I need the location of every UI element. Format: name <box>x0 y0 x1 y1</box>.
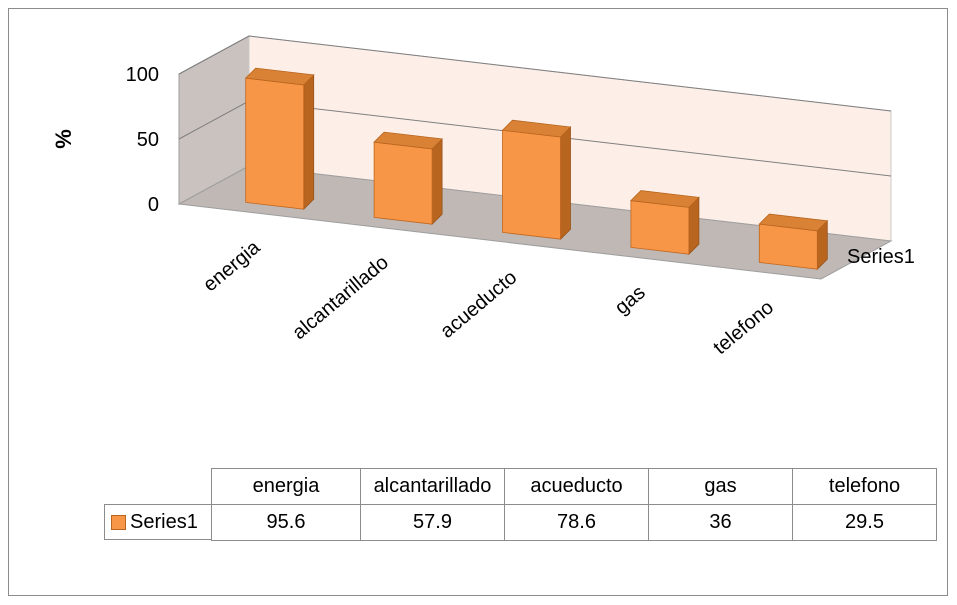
table-header-telefono: telefono <box>792 468 937 505</box>
table-cell-gas: 36 <box>648 504 793 541</box>
3d-bar-chart: 0 50 100% Series1 energia alcantarillado acued… <box>51 35 915 359</box>
x-tick-label: telefono <box>709 296 778 359</box>
x-tick-label: energia <box>199 236 265 296</box>
bar-acueducto <box>502 129 561 240</box>
table-legend-cell: Series1 <box>104 504 211 540</box>
table-series-label: Series1 <box>130 510 198 533</box>
bar-side-acueducto <box>560 126 571 241</box>
depth-axis-label: Series1 <box>847 246 915 268</box>
table-row: 95.6 57.9 78.6 36 29.5 <box>211 504 937 541</box>
table-header-gas: gas <box>648 468 793 505</box>
table-cell-telefono: 29.5 <box>792 504 937 541</box>
bar-gas <box>630 200 690 255</box>
gridline-100 <box>178 35 892 112</box>
x-tick-label: acueducto <box>436 266 521 342</box>
bar-side-energia <box>303 73 315 211</box>
legend-swatch-series1 <box>111 514 126 530</box>
bar-top-acueducto <box>501 119 572 138</box>
table-header-energia: energia <box>211 468 361 505</box>
bar-telefono <box>758 223 818 270</box>
x-tick-label: alcantarillado <box>288 251 392 344</box>
table-cell-acueducto: 78.6 <box>504 504 649 541</box>
bar-top-telefono <box>758 213 829 232</box>
y-axis-label: % <box>51 129 76 149</box>
y-tick-label: 100 <box>126 64 159 86</box>
table-header-row: energia alcantarillado acueducto gas tel… <box>211 468 937 505</box>
bar-top-energia <box>244 67 315 86</box>
table-cell-energia: 95.6 <box>211 504 361 541</box>
bar-top-gas <box>630 190 700 208</box>
bar-energia <box>245 77 305 210</box>
table-cell-alcantarillado: 57.9 <box>360 504 505 541</box>
table-header-alcantarillado: alcantarillado <box>360 468 505 505</box>
table-header-acueducto: acueducto <box>504 468 649 505</box>
y-tick-label: 0 <box>148 194 159 216</box>
bar-side-alcantarillado <box>431 137 443 226</box>
data-table: energia alcantarillado acueducto gas tel… <box>211 468 937 541</box>
bar-top-alcantarillado <box>373 131 443 150</box>
x-tick-label: gas <box>611 281 650 319</box>
bar-alcantarillado <box>373 141 433 225</box>
y-tick-label: 50 <box>137 129 159 151</box>
